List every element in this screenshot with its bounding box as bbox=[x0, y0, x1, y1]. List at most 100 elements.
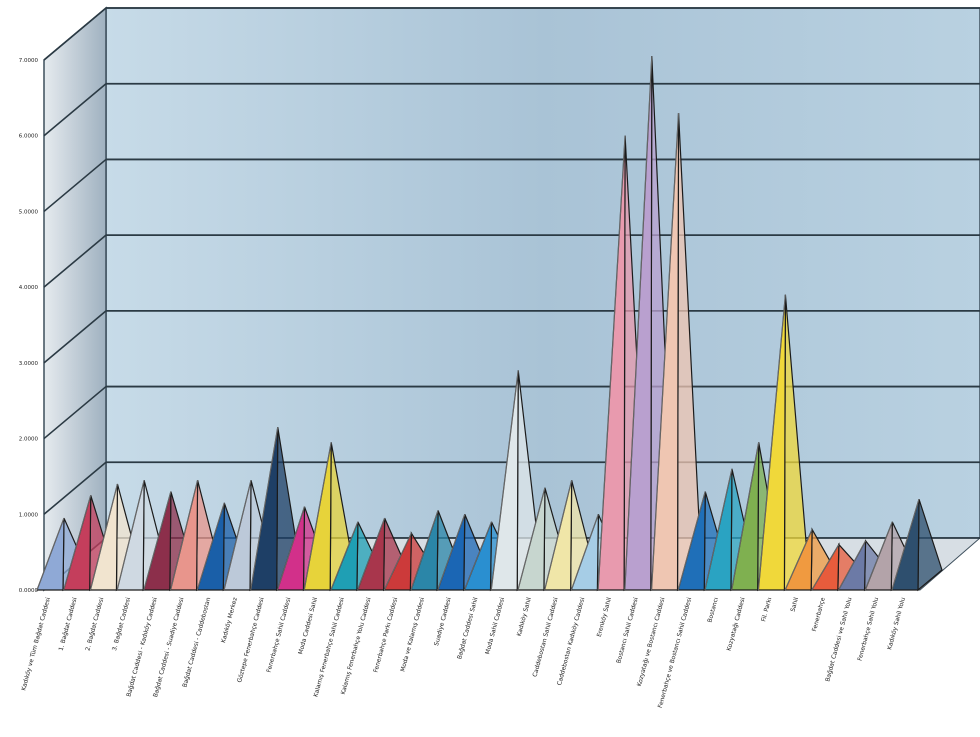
pyramid-front-face bbox=[730, 442, 760, 591]
pyramid-edge-highlight bbox=[63, 495, 92, 591]
pyramid-edge-highlight bbox=[383, 532, 412, 591]
x-tick-label: Kadıköy ve Tüm Bağdat Caddesi bbox=[20, 596, 52, 691]
pyramid-edge-highlight bbox=[170, 480, 199, 591]
x-tick-label: Fenerbahçe Sahil Yolu bbox=[856, 597, 880, 662]
y-tick-label: 2.0000 bbox=[19, 437, 39, 443]
y-tick-label: 5.0000 bbox=[19, 209, 39, 215]
x-tick-label: Bağdat Caddesi - Suadiye Caddesi bbox=[152, 596, 186, 698]
x-tick-label: Göztepe Fenerbahçe Caddesi bbox=[236, 596, 266, 683]
x-tick-label: Bostancı bbox=[706, 596, 720, 623]
x-tick-label: Kadıköy Sahil Yolu bbox=[886, 597, 907, 651]
pyramid-front-face bbox=[276, 506, 306, 591]
pyramid-edge-highlight bbox=[624, 56, 653, 591]
pyramid-edge-highlight bbox=[838, 540, 867, 591]
pyramid-front-face bbox=[250, 427, 279, 591]
x-tick-label: 2. Bağdat Caddesi bbox=[84, 596, 105, 651]
pyramid-front-face bbox=[383, 532, 412, 591]
y-tick-label: 0.0000 bbox=[19, 588, 39, 594]
pyramid-edge-highlight bbox=[116, 480, 145, 591]
back-wall bbox=[105, 7, 980, 539]
pyramid-edge-highlight bbox=[223, 480, 252, 591]
pyramid-edge-highlight bbox=[89, 483, 118, 591]
gridline-side bbox=[43, 310, 107, 364]
pyramid-front-face bbox=[597, 135, 626, 591]
pyramid-front-face bbox=[223, 480, 252, 591]
x-tick-label: Sahil bbox=[790, 596, 801, 612]
pyramid-front-face bbox=[677, 491, 706, 591]
pyramid-edge-highlight bbox=[811, 544, 840, 591]
x-tick-label: Erenköy Sahil bbox=[596, 596, 613, 637]
gridline-side bbox=[43, 158, 107, 213]
x-tick-label: Bostancı Sahil Caddesi bbox=[615, 596, 639, 664]
pyramid-edge-highlight bbox=[437, 514, 466, 591]
pyramid-front-face bbox=[116, 480, 145, 591]
pyramid-edge-highlight bbox=[250, 427, 279, 591]
pyramid-front-face bbox=[169, 480, 199, 591]
y-tick-label: 7.0000 bbox=[19, 58, 39, 64]
y-tick-label: 4.0000 bbox=[19, 285, 39, 291]
pyramid-edge-highlight bbox=[570, 514, 599, 591]
pyramid-front-face bbox=[543, 480, 573, 591]
x-tick-label: Moda Caddesi Sahil bbox=[297, 596, 319, 655]
pyramid-front-face bbox=[517, 487, 546, 591]
x-tick-label: 1. Bağdat Caddesi bbox=[58, 596, 79, 651]
pyramid-front-face bbox=[490, 370, 519, 591]
pyramid-edge-highlight bbox=[490, 370, 519, 591]
pyramid-edge-highlight bbox=[704, 468, 733, 591]
pyramid-edge-highlight bbox=[651, 112, 680, 591]
x-tick-label: Fil. Parkı bbox=[760, 596, 773, 622]
x-tick-label: 3. Bağdat Caddesi bbox=[111, 596, 132, 651]
x-tick-label: Moda ve Kalamış Caddesi bbox=[399, 596, 426, 672]
pyramid-front-face bbox=[330, 521, 359, 591]
gridline-side bbox=[43, 234, 107, 288]
pyramid-front-face bbox=[891, 498, 920, 591]
pyramid-edge-highlight bbox=[410, 510, 439, 591]
pyramid-front-face bbox=[62, 495, 92, 591]
pyramid-front-face bbox=[143, 491, 172, 591]
side-wall bbox=[43, 6, 107, 592]
pyramid-front-face bbox=[89, 483, 119, 591]
y-tick-label: 1.0000 bbox=[19, 512, 39, 518]
gridline-side bbox=[43, 7, 107, 61]
pyramid-edge-highlight bbox=[864, 521, 893, 591]
pyramid-front-face bbox=[410, 510, 439, 591]
x-tick-label: Kadıköy Merkez bbox=[220, 597, 239, 644]
y-tick-label: 6.0000 bbox=[19, 134, 39, 140]
pyramid-edge-highlight bbox=[357, 517, 386, 591]
pyramid-edge-highlight bbox=[677, 491, 706, 591]
pyramid-edge-highlight bbox=[143, 491, 172, 591]
pyramid-front-face bbox=[704, 468, 733, 591]
x-tick-label: Caddebostan Kadıköy Caddesi bbox=[556, 596, 586, 686]
pyramid-edge-highlight bbox=[464, 521, 492, 591]
pyramid-front-face bbox=[624, 56, 653, 591]
x-tick-label: Kozyatağı Caddesi bbox=[726, 596, 747, 651]
x-tick-label: Kadıköy Sahil bbox=[516, 596, 533, 637]
pyramid-edge-highlight bbox=[276, 506, 305, 591]
pyramid-front-face bbox=[650, 112, 680, 591]
pyramid-edge-highlight bbox=[544, 480, 573, 591]
gridline-side bbox=[43, 83, 107, 137]
x-tick-label: Kozyatağı ve Bostancı Caddesi bbox=[636, 596, 667, 687]
pyramid-edge-highlight bbox=[757, 294, 786, 591]
pyramid-edge-highlight bbox=[196, 502, 225, 591]
x-tick-label: Caddebostan Sahil Caddesi bbox=[532, 596, 560, 677]
pyramid-front-face bbox=[36, 517, 65, 591]
x-tick-label: Bağdat Caddesi ve Sahil Yolu bbox=[824, 597, 853, 683]
pyramid-front-face bbox=[436, 514, 466, 591]
pyramid-mark bbox=[143, 491, 195, 592]
x-tick-label: Suadiye Caddesi bbox=[433, 596, 453, 646]
x-tick-label: Bağdat Caddesi - Caddebostan bbox=[181, 597, 212, 689]
pyramid-edge-highlight bbox=[330, 521, 359, 591]
pyramid-front-face bbox=[810, 542, 840, 591]
pyramid-edge-highlight bbox=[303, 442, 332, 591]
gridline-side bbox=[43, 385, 107, 440]
x-tick-label: Fenerbahçe Sahil Caddesi bbox=[266, 596, 293, 673]
x-tick-label: Bağdat Caddesi Sahil bbox=[456, 596, 479, 660]
x-tick-label: Moda Sahil Caddesi bbox=[484, 596, 506, 655]
x-tick-label: Fenerbahçe Parkı Caddesi bbox=[372, 596, 399, 673]
gridline-side bbox=[43, 461, 107, 515]
pyramid-edge-highlight bbox=[784, 529, 813, 591]
pyramid-front-face bbox=[837, 540, 867, 591]
